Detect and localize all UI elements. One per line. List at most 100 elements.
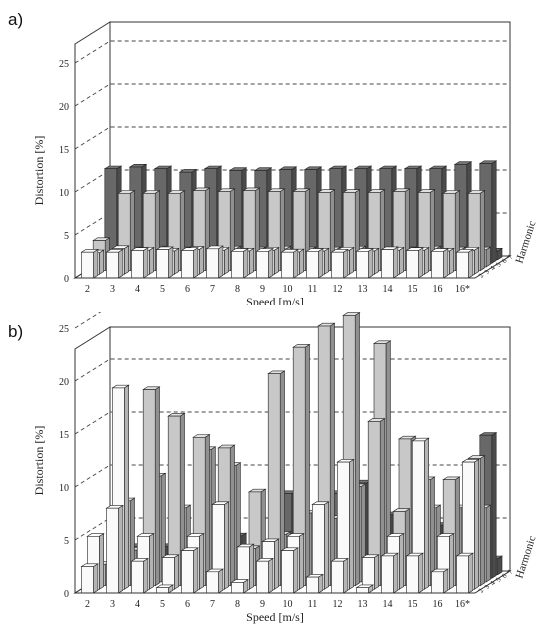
bar (230, 248, 249, 279)
y-axis-title: Distortion [%] (32, 426, 46, 496)
gridline (74, 40, 510, 64)
x-tick-label: 12 (333, 599, 343, 610)
bar (455, 248, 474, 279)
bar (80, 248, 99, 279)
bar (267, 370, 286, 587)
bar (211, 501, 230, 590)
x-tick-label: 8 (235, 599, 240, 610)
bar (180, 547, 199, 594)
y-tick-label: 5 (64, 536, 69, 547)
y-tick-label: 10 (59, 483, 69, 494)
bar (305, 573, 324, 594)
x-tick-label: 2 (85, 284, 90, 295)
x-tick-label: 7 (210, 599, 215, 610)
bar (405, 247, 424, 279)
y-tick-label: 25 (59, 324, 69, 335)
y-tick-label: 15 (59, 145, 69, 156)
panel-a-label: a) (8, 10, 24, 29)
gridline (74, 358, 510, 382)
x-tick-label: 3 (110, 284, 115, 295)
bar (161, 554, 180, 590)
bar (130, 247, 149, 279)
depth-tick-label: 7 (506, 568, 515, 575)
bar (80, 563, 99, 594)
x-tick-label: 11 (308, 599, 318, 610)
y-tick-label: 0 (64, 589, 69, 600)
bar (130, 557, 149, 594)
x-tick-label: 16* (455, 599, 470, 610)
x-tick-label: 2 (85, 599, 90, 610)
x-tick-label: 9 (260, 599, 265, 610)
bar (280, 547, 299, 594)
bar (355, 248, 374, 279)
panel-b-label: b) (8, 322, 24, 341)
x-tick-label: 15 (408, 284, 418, 295)
depth-tick-label: 3 (483, 583, 492, 590)
bar (430, 568, 449, 594)
bar (430, 248, 449, 279)
x-tick-label: 11 (308, 284, 318, 295)
x-tick-label: 4 (135, 284, 140, 295)
bar (330, 248, 349, 279)
y-tick-label: 0 (64, 274, 69, 285)
depth-tick-label: 3 (483, 268, 492, 275)
x-tick-label: 8 (235, 284, 240, 295)
bar (255, 248, 274, 279)
x-tick-label: 10 (283, 599, 293, 610)
y-tick-label: 15 (59, 430, 69, 441)
depth-tick-label: 2 (477, 272, 486, 279)
x-tick-label: 14 (383, 599, 393, 610)
x-axis-title: Speed [m/s] (246, 610, 304, 624)
bar (230, 579, 249, 594)
bar (305, 248, 324, 279)
y-tick-label: 20 (59, 377, 69, 388)
bar (380, 552, 399, 594)
bar (255, 557, 274, 594)
gridline (74, 312, 102, 329)
bar (155, 584, 174, 594)
x-tick-label: 15 (408, 599, 418, 610)
bar (380, 246, 399, 279)
y-tick-label: 20 (59, 102, 69, 113)
bar (105, 248, 124, 279)
bar (405, 552, 424, 594)
bar (367, 418, 386, 587)
bar (280, 248, 299, 279)
x-tick-label: 10 (283, 284, 293, 295)
depth-tick-label: 6 (500, 572, 509, 579)
depth-axis-title: Harmonic (513, 219, 538, 265)
x-tick-label: 13 (358, 599, 368, 610)
bar (336, 458, 355, 590)
bar (105, 504, 124, 594)
x-axis-title: Speed [m/s] (246, 295, 304, 305)
x-tick-label: 4 (135, 599, 140, 610)
x-tick-label: 16* (455, 284, 470, 295)
x-tick-label: 5 (160, 599, 165, 610)
x-tick-label: 14 (383, 284, 393, 295)
y-tick-label: 25 (59, 59, 69, 70)
gridline (74, 169, 510, 193)
depth-tick-label: 5 (494, 261, 503, 268)
x-tick-label: 5 (160, 284, 165, 295)
x-tick-label: 3 (110, 599, 115, 610)
gridline (74, 411, 510, 435)
y-tick-label: 10 (59, 188, 69, 199)
y-tick-label: 5 (64, 231, 69, 242)
bar (205, 568, 224, 594)
x-tick-label: 7 (210, 284, 215, 295)
depth-tick-label: 5 (494, 576, 503, 583)
bar (236, 543, 255, 590)
x-tick-label: 6 (185, 284, 190, 295)
depth-tick-label: 7 (506, 253, 515, 260)
x-tick-label: 16 (433, 599, 443, 610)
bar (355, 584, 374, 594)
depth-axis-title: Harmonic (513, 534, 538, 580)
bar (455, 552, 474, 594)
bar (205, 245, 224, 279)
x-tick-label: 9 (260, 284, 265, 295)
bar (330, 557, 349, 594)
x-tick-label: 16 (433, 284, 443, 295)
depth-tick-label: 4 (488, 264, 497, 271)
